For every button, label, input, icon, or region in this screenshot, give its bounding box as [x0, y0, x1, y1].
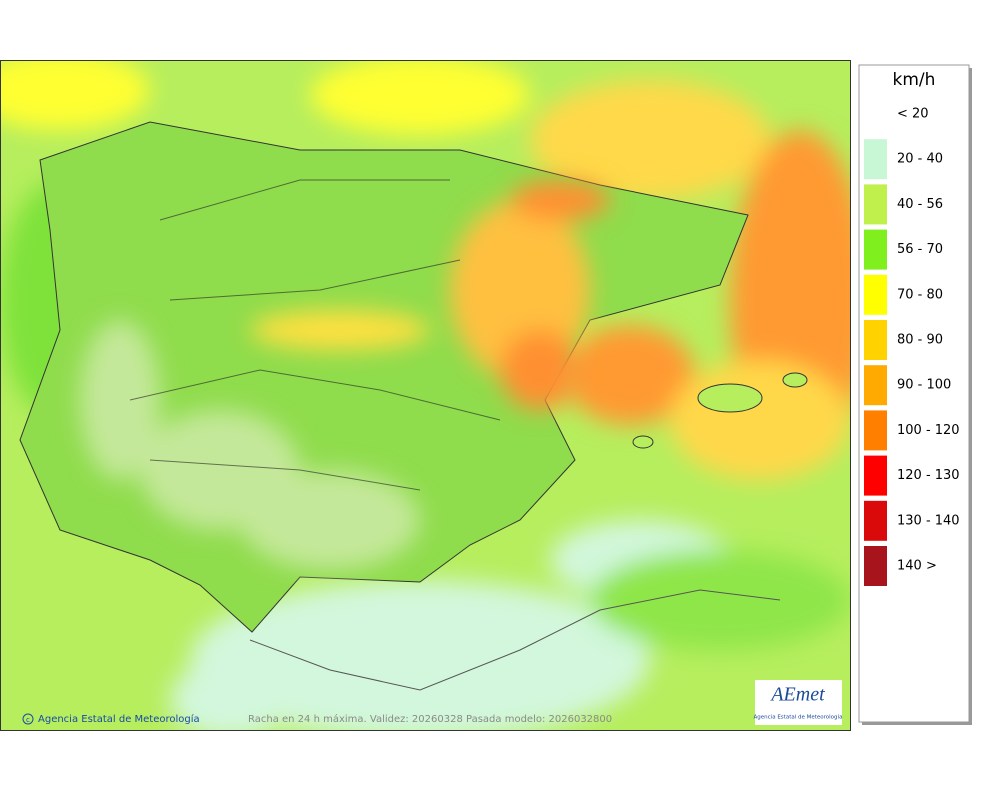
legend-swatch: [864, 455, 887, 496]
legend-swatch: [864, 229, 887, 270]
legend-label: 80 - 90: [897, 333, 943, 348]
logo-subtitle: Agencia Estatal de Meteorología: [754, 714, 843, 721]
legend-swatch: [864, 500, 887, 541]
region-borders: [129, 179, 501, 491]
legend-label: 20 - 40: [897, 152, 943, 167]
island: [782, 372, 808, 388]
logo-box: [755, 680, 842, 725]
legend-label: 90 - 100: [897, 378, 951, 393]
copyright-c: c: [26, 716, 30, 724]
legend-label: 70 - 80: [897, 287, 943, 302]
map: c Agencia Estatal de Meteorología Racha …: [0, 60, 850, 730]
legend-swatch: [864, 365, 887, 406]
map-frame: [0, 60, 851, 731]
legend-label: 40 - 56: [897, 197, 943, 212]
legend-title: km/h: [893, 70, 936, 90]
caption: Racha en 24 h máxima. Validez: 20260328 …: [248, 713, 612, 725]
legend: < 20 20 - 40 40 - 56 56 - 70 70 - 80 80 - 90 9…: [864, 107, 960, 586]
legend-swatch: [864, 274, 887, 315]
logo-name: AEmet: [769, 684, 825, 706]
island: [697, 383, 763, 413]
legend-swatch: [864, 320, 887, 360]
legend-label: 140 >: [897, 559, 937, 574]
legend-label: 100 - 120: [897, 423, 960, 438]
copyright-icon: [22, 713, 34, 725]
legend-swatch: [864, 139, 887, 180]
island: [632, 435, 654, 449]
legend-swatch: [864, 410, 887, 451]
africa-coast: [249, 589, 781, 691]
land-wind-field: [80, 180, 610, 570]
legend-label: 130 - 140: [897, 513, 960, 528]
credit: Agencia Estatal de Meteorología: [38, 713, 200, 725]
legend-swatch: [864, 184, 887, 225]
legend-swatch: [864, 546, 887, 586]
legend-label: < 20: [897, 107, 929, 122]
legend-label: 56 - 70: [897, 242, 943, 257]
legend-label: 120 - 130: [897, 468, 960, 483]
